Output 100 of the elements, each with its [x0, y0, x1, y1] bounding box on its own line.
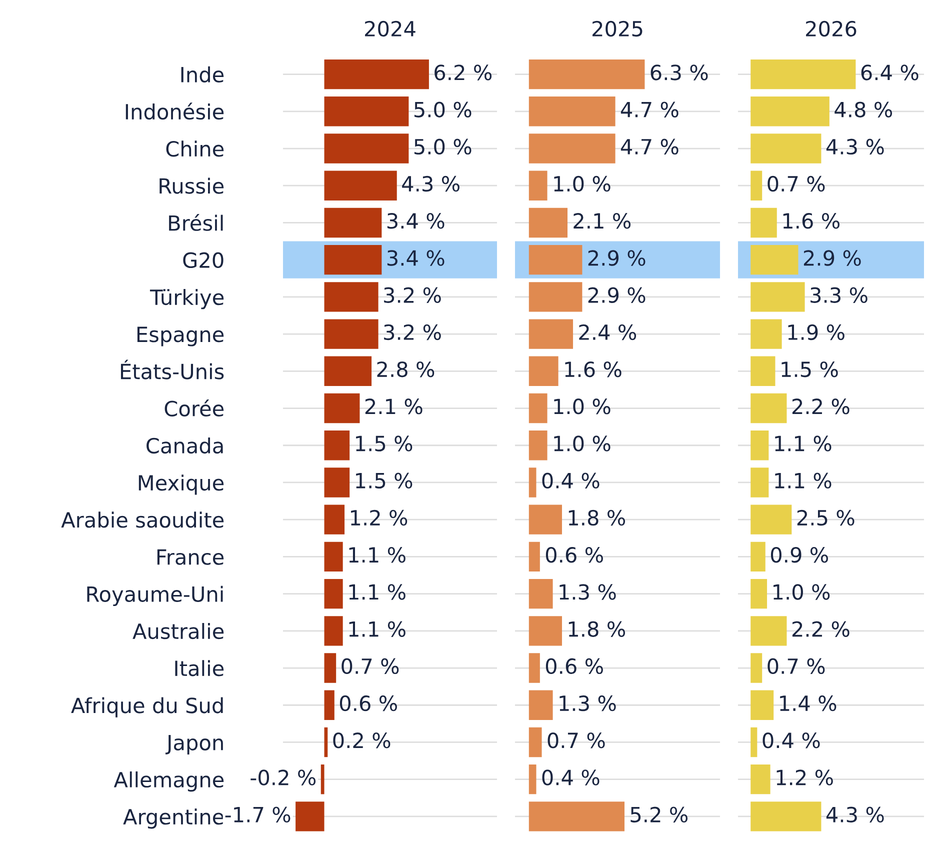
data-label: 6.3 %	[650, 64, 708, 80]
y-tick-label: Canada	[146, 437, 223, 454]
data-label: 2.5 %	[797, 510, 854, 526]
bar	[324, 653, 336, 683]
bar	[750, 653, 762, 683]
bar	[324, 356, 372, 386]
y-tick-label: Italie	[175, 660, 224, 676]
bar	[750, 468, 769, 498]
bar	[750, 690, 774, 720]
data-label: 2.4 %	[579, 324, 636, 340]
bar	[324, 134, 409, 164]
data-label: 1.2 %	[351, 510, 408, 526]
data-label: 0.7 %	[768, 658, 825, 674]
bar	[750, 393, 787, 424]
bar	[324, 468, 350, 498]
data-label: 0.4 %	[762, 732, 820, 748]
data-label: 0.6 %	[546, 546, 603, 563]
bar	[528, 542, 540, 572]
y-tick-label: Indonésie	[126, 102, 224, 120]
data-label: 4.8 %	[834, 102, 892, 118]
data-label: 2.9 %	[588, 250, 646, 266]
data-label: 0.7 %	[768, 176, 825, 192]
bar	[528, 59, 645, 90]
bar	[324, 393, 360, 424]
data-label: 5.0 %	[414, 102, 472, 118]
bar	[324, 430, 350, 460]
bar	[528, 319, 574, 349]
data-label: 1.5 %	[782, 361, 838, 378]
bar	[296, 802, 324, 832]
bar	[528, 96, 616, 126]
data-label: 3.2 %	[384, 287, 441, 303]
bar	[528, 653, 540, 683]
y-tick-label: Afrique du Sud	[71, 697, 223, 718]
y-tick-label: Espagne	[137, 326, 224, 346]
bar	[528, 764, 536, 794]
bar	[750, 542, 766, 572]
data-label: 1.0 %	[554, 176, 610, 192]
bar	[750, 244, 798, 275]
data-label: 4.7 %	[620, 138, 678, 155]
data-label: -0.2 %	[250, 770, 316, 786]
bar	[528, 356, 558, 386]
y-tick-label: Brésil	[169, 214, 223, 231]
data-label: 5.0 %	[414, 138, 472, 155]
data-label: 2.9 %	[804, 250, 861, 266]
data-label: 5.2 %	[630, 806, 688, 822]
bar	[750, 504, 792, 534]
data-label: 4.7 %	[620, 102, 678, 118]
y-tick-label: Arabie saoudite	[61, 512, 224, 528]
bar	[528, 802, 624, 832]
y-tick-label: Mexique	[138, 474, 224, 495]
data-label: -1.7 %	[225, 806, 290, 822]
data-label: 4.3 %	[826, 806, 884, 822]
data-label: 1.1 %	[349, 621, 406, 637]
bar	[324, 96, 409, 126]
data-label: 1.4 %	[780, 695, 836, 712]
data-label: 1.1 %	[349, 584, 406, 600]
y-tick-label: États-Unis	[120, 360, 224, 380]
data-label: 1.0 %	[774, 584, 830, 600]
data-label: 0.9 %	[770, 546, 828, 563]
bar	[750, 319, 782, 349]
data-label: 1.2 %	[776, 770, 833, 786]
bar	[750, 616, 787, 646]
data-label: 0.4 %	[542, 770, 600, 786]
data-label: 0.7 %	[342, 658, 399, 674]
chart-title: 2026	[806, 20, 856, 37]
data-label: 3.4 %	[387, 250, 444, 266]
bar	[324, 282, 378, 312]
bar	[750, 96, 830, 126]
y-tick-label: Corée	[164, 400, 224, 416]
bar	[750, 170, 762, 200]
bar	[528, 468, 536, 498]
data-label: 1.8 %	[568, 510, 626, 526]
data-label: 4.3 %	[826, 138, 884, 155]
chart-title: 2024	[365, 20, 416, 37]
bar	[750, 578, 768, 609]
data-label: 2.2 %	[792, 398, 850, 414]
bar	[324, 578, 343, 609]
y-tick-label: Argentine	[123, 808, 224, 829]
y-tick-label: Royaume-Uni	[87, 586, 223, 606]
data-label: 3.2 %	[384, 324, 441, 340]
data-label: 0.7 %	[548, 732, 605, 748]
data-label: 2.9 %	[588, 287, 646, 303]
bar	[528, 393, 548, 424]
data-label: 1.3 %	[560, 695, 616, 712]
bar	[750, 134, 822, 164]
bar	[324, 690, 334, 720]
data-label: 1.6 %	[783, 213, 840, 229]
data-label: 1.0 %	[554, 436, 610, 452]
bar	[750, 727, 758, 758]
y-tick-label: Türkiye	[150, 289, 224, 310]
bar	[528, 578, 553, 609]
bar	[528, 690, 553, 720]
data-label: 0.2 %	[333, 732, 390, 748]
data-label: 1.9 %	[788, 324, 844, 340]
bar	[528, 282, 582, 312]
chart-title: 2025	[592, 20, 642, 37]
bar	[528, 134, 616, 164]
bar	[324, 59, 429, 90]
bar	[528, 244, 582, 275]
bar	[324, 170, 397, 200]
